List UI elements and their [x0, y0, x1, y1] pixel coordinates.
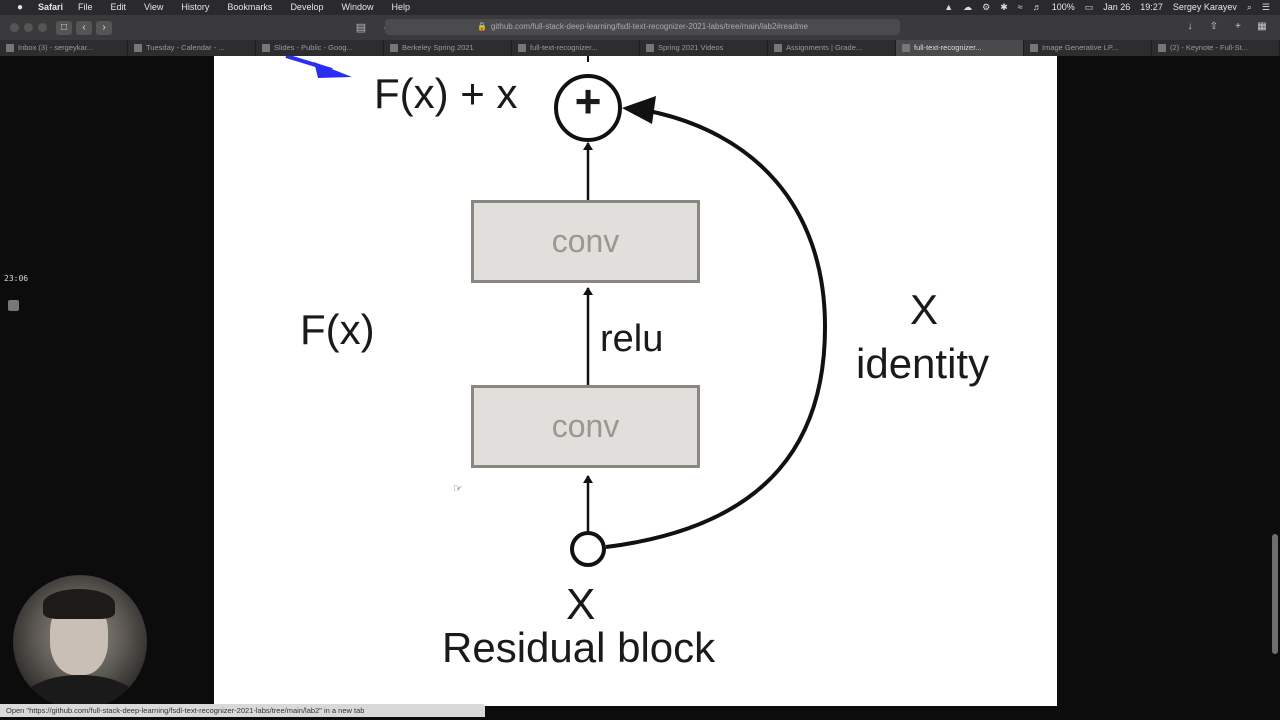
tab-label: (2) - Keynote - Full-St... — [1170, 43, 1248, 52]
tab-label: Assignments | Grade... — [786, 43, 863, 52]
conv-layer-top: conv — [471, 200, 700, 283]
sum-node — [554, 74, 622, 142]
menu-view[interactable]: View — [144, 2, 164, 12]
menu-edit[interactable]: Edit — [110, 2, 127, 12]
tab-favicon-icon — [1030, 44, 1038, 52]
identity-shortcut-curve — [605, 108, 828, 549]
browser-tab[interactable]: Slides - Public - Goog... — [256, 40, 384, 56]
sum-label: F(x) + x — [374, 70, 518, 117]
browser-tab[interactable]: full-text-recognizer... — [512, 40, 640, 56]
tab-label: Tuesday - Calendar - ... — [146, 43, 225, 52]
conv-layer-bottom: conv — [471, 385, 700, 468]
volume-icon[interactable]: ♬ — [1032, 2, 1042, 12]
toolbar-right: ↓ ⇧ + ▦ — [1174, 20, 1270, 34]
browser-tab[interactable]: Inbox (3) - sergeykar... — [0, 40, 128, 56]
browser-toolbar: □ ‹ › ▤ ◐ 🔒github.com/full-stack-deep-le… — [0, 15, 1280, 40]
stop-recording-icon[interactable] — [8, 300, 19, 311]
identity-arrowhead — [622, 96, 656, 124]
relu-label: relu — [600, 318, 664, 360]
window-controls — [10, 23, 52, 32]
tab-label: full-text-recognizer... — [914, 43, 982, 52]
new-tab-icon[interactable]: + — [1235, 21, 1241, 32]
tab-label: full-text-recognizer... — [530, 43, 598, 52]
tab-favicon-icon — [390, 44, 398, 52]
tab-label: Slides - Public - Goog... — [274, 43, 353, 52]
downloads-icon[interactable]: ↓ — [1187, 21, 1193, 32]
tab-favicon-icon — [902, 44, 910, 52]
presenter-hair — [43, 589, 115, 619]
tab-overview-icon[interactable]: ▤ — [355, 21, 367, 34]
input-node — [570, 531, 606, 567]
link-status-bar: Open "https://github.com/full-stack-deep… — [0, 704, 485, 717]
tab-favicon-icon — [262, 44, 270, 52]
browser-tab[interactable]: full-text-recognizer... — [896, 40, 1024, 56]
close-window-button[interactable] — [10, 23, 19, 32]
tab-favicon-icon — [774, 44, 782, 52]
menu-history[interactable]: History — [181, 2, 210, 12]
control-center-icon[interactable]: ☰ — [1261, 2, 1270, 12]
menubar-time[interactable]: 19:27 — [1140, 2, 1163, 12]
gear-icon[interactable]: ⚙ — [982, 2, 991, 12]
plus-symbol: + — [574, 75, 602, 127]
spotlight-search-icon[interactable]: ⌕ — [1246, 2, 1252, 12]
menu-develop[interactable]: Develop — [290, 2, 324, 12]
browser-tab[interactable]: Spring 2021 Videos — [640, 40, 768, 56]
identity-label: identity — [856, 340, 990, 387]
menubar-date[interactable]: Jan 26 — [1103, 2, 1131, 12]
residual-block-diagram — [285, 56, 828, 567]
menu-window[interactable]: Window — [341, 2, 374, 12]
tab-label: Spring 2021 Videos — [658, 43, 724, 52]
tab-favicon-icon — [646, 44, 654, 52]
wifi-icon[interactable]: ≈ — [1017, 2, 1023, 12]
zoom-window-button[interactable] — [38, 23, 47, 32]
minimize-window-button[interactable] — [24, 23, 33, 32]
tab-favicon-icon — [6, 44, 14, 52]
lock-icon: 🔒 — [476, 22, 487, 31]
scrollbar-thumb[interactable] — [1272, 534, 1278, 654]
battery-percent[interactable]: 100% — [1051, 2, 1075, 12]
address-bar[interactable]: 🔒 github.com/full-stack-deep-learning/fsd… — [385, 19, 900, 35]
browser-tab[interactable]: (2) - Keynote - Full-St... — [1152, 40, 1280, 56]
back-button[interactable]: ‹ — [76, 20, 92, 35]
share-icon[interactable]: ⇧ — [1209, 21, 1219, 32]
scrollbar-track[interactable] — [1270, 56, 1280, 716]
tab-label: Image Generative LP... — [1042, 43, 1119, 52]
app-menu-safari[interactable]: Safari — [38, 2, 64, 12]
slide-canvas: F(x) + x + conv relu conv F(x) X identit… — [214, 56, 1057, 706]
address-url: github.com/full-stack-deep-learning/fsdl… — [490, 22, 808, 31]
input-x-label: X — [566, 580, 596, 629]
menu-file[interactable]: File — [78, 2, 93, 12]
mouse-cursor-icon: ☞ — [453, 483, 463, 495]
menubar-status-area: ▲ ☁ ⚙ ✱ ≈ ♬ 100% ▭ Jan 26 19:27 Sergey K… — [934, 0, 1280, 15]
status-icon[interactable]: ▲ — [944, 2, 954, 12]
browser-tab[interactable]: Image Generative LP... — [1024, 40, 1152, 56]
menu-bookmarks[interactable]: Bookmarks — [227, 2, 273, 12]
menubar-user[interactable]: Sergey Karayev — [1172, 2, 1237, 12]
presenter-shoulders — [23, 675, 137, 709]
browser-tab[interactable]: Tuesday - Calendar - ... — [128, 40, 256, 56]
macos-menubar: ● Safari File Edit View History Bookmark… — [0, 0, 1280, 15]
bluetooth-icon[interactable]: ✱ — [1000, 2, 1008, 12]
tab-favicon-icon — [134, 44, 142, 52]
tab-label: Inbox (3) - sergeykar... — [18, 43, 94, 52]
apple-icon[interactable]: ● — [16, 2, 24, 13]
recording-timer: 23:06 — [4, 274, 29, 283]
identity-x-label: X — [910, 286, 939, 333]
browser-tab[interactable]: Assignments | Grade... — [768, 40, 896, 56]
show-all-tabs-icon[interactable]: ▦ — [1257, 21, 1267, 32]
forward-button[interactable]: › — [96, 20, 112, 35]
annotation-arrow — [285, 56, 352, 78]
fx-label: F(x) — [300, 306, 375, 353]
tab-label: Berkeley Spring 2021 — [402, 43, 474, 52]
menu-help[interactable]: Help — [391, 2, 410, 12]
browser-tab[interactable]: Berkeley Spring 2021 — [384, 40, 512, 56]
tab-bar: Inbox (3) - sergeykar... Tuesday - Calend… — [0, 40, 1280, 56]
battery-icon[interactable]: ▭ — [1084, 2, 1094, 12]
slide-caption: Residual block — [442, 624, 716, 671]
cloud-icon[interactable]: ☁ — [963, 2, 973, 12]
webcam-overlay — [13, 575, 147, 709]
tab-favicon-icon — [518, 44, 526, 52]
tab-favicon-icon — [1158, 44, 1166, 52]
sidebar-toggle-icon[interactable]: □ — [56, 20, 72, 35]
